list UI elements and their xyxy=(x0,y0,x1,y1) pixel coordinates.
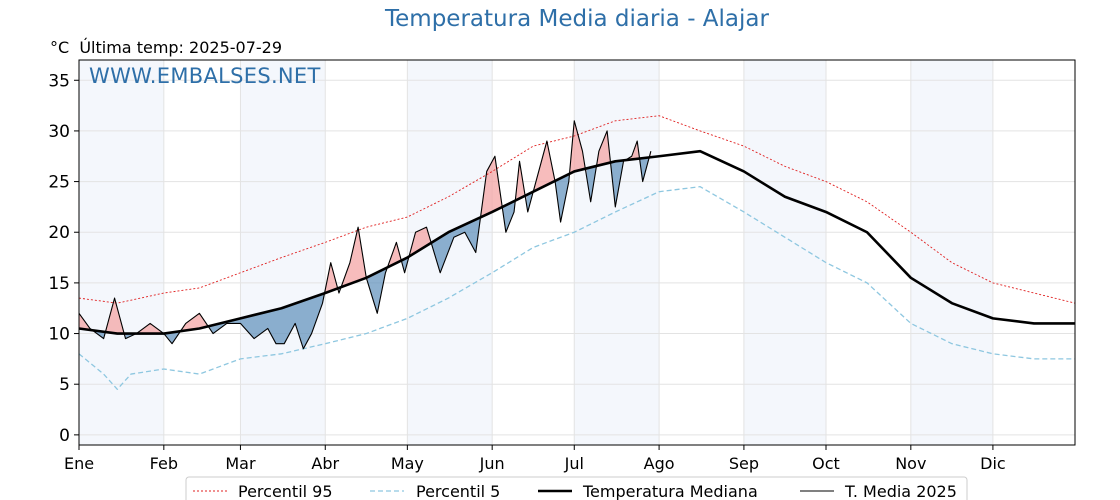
month-band xyxy=(574,60,660,445)
series-line-current xyxy=(78,120,652,350)
legend-label-p5: Percentil 5 xyxy=(416,482,500,500)
y-tick-label: 5 xyxy=(59,375,70,395)
y-tick-label: 15 xyxy=(48,274,70,294)
anomaly-fill-below xyxy=(503,199,516,233)
y-tick-label: 0 xyxy=(59,426,70,446)
y-axis-ticks: 0 5 10 15 20 25 30 35 xyxy=(48,71,79,446)
anomaly-fill-above xyxy=(106,298,126,339)
anomaly-fill-above xyxy=(570,120,587,177)
anomaly-fill-above xyxy=(515,161,527,204)
month-bands xyxy=(79,60,993,445)
anomaly-fills xyxy=(79,120,651,349)
x-tick-label: Jul xyxy=(564,454,584,473)
last-temp-label: Última temp: 2025-07-29 xyxy=(79,38,283,57)
series-line-median xyxy=(78,149,1075,335)
x-axis-ticks: Ene Feb Mar Abr May Jun Jul Ago Sep Oct Nov Dic xyxy=(64,445,1006,473)
unit-label: °C xyxy=(50,38,70,57)
anomaly-fill-above xyxy=(341,227,368,287)
axis-header: °C Última temp: 2025-07-29 xyxy=(50,38,282,57)
series-lines xyxy=(78,115,1076,390)
x-tick-label: Ene xyxy=(64,454,94,473)
x-tick-label: Oct xyxy=(812,454,840,473)
y-tick-label: 20 xyxy=(48,223,70,243)
anomaly-fill-below xyxy=(611,159,627,207)
month-band xyxy=(407,60,493,445)
x-tick-label: Feb xyxy=(150,454,178,473)
series-line-p95 xyxy=(78,115,1076,304)
x-tick-label: Sep xyxy=(729,454,759,473)
month-band xyxy=(79,60,164,445)
anomaly-fill-above xyxy=(410,227,432,256)
y-tick-label: 10 xyxy=(48,325,70,345)
x-tick-label: Jun xyxy=(479,454,505,473)
x-tick-label: May xyxy=(391,454,424,473)
legend-label-p95: Percentil 95 xyxy=(238,482,333,500)
legend-label-median: Temperatura Mediana xyxy=(582,482,758,500)
chart-title: Temperatura Media diaria - Alajar xyxy=(385,6,769,32)
x-tick-label: Ago xyxy=(644,454,675,473)
x-tick-label: Nov xyxy=(895,454,926,473)
anomaly-fill-below xyxy=(367,265,389,314)
x-tick-label: Dic xyxy=(980,454,1006,473)
anomaly-fill-above xyxy=(533,141,556,192)
month-band xyxy=(240,60,326,445)
anomaly-fill-above xyxy=(325,262,339,294)
anomaly-fill-below xyxy=(431,211,482,273)
series-line-p5 xyxy=(78,185,1075,390)
y-tick-label: 30 xyxy=(48,122,70,142)
month-band xyxy=(743,60,826,445)
legend-frame xyxy=(185,476,968,500)
anomaly-fill-above xyxy=(626,141,640,162)
month-band xyxy=(910,60,993,445)
y-tick-label: 35 xyxy=(48,71,70,91)
plot-frame xyxy=(78,59,1076,446)
legend: Percentil 95 Percentil 5 Temperatura Med… xyxy=(185,476,968,500)
watermark: WWW.EMBALSES.NET xyxy=(89,64,321,88)
x-tick-label: Mar xyxy=(225,454,256,473)
legend-label-current: T. Media 2025 xyxy=(844,482,957,500)
x-tick-label: Abr xyxy=(311,454,339,473)
anomaly-fill-above xyxy=(79,313,93,331)
y-tick-label: 25 xyxy=(48,173,70,193)
